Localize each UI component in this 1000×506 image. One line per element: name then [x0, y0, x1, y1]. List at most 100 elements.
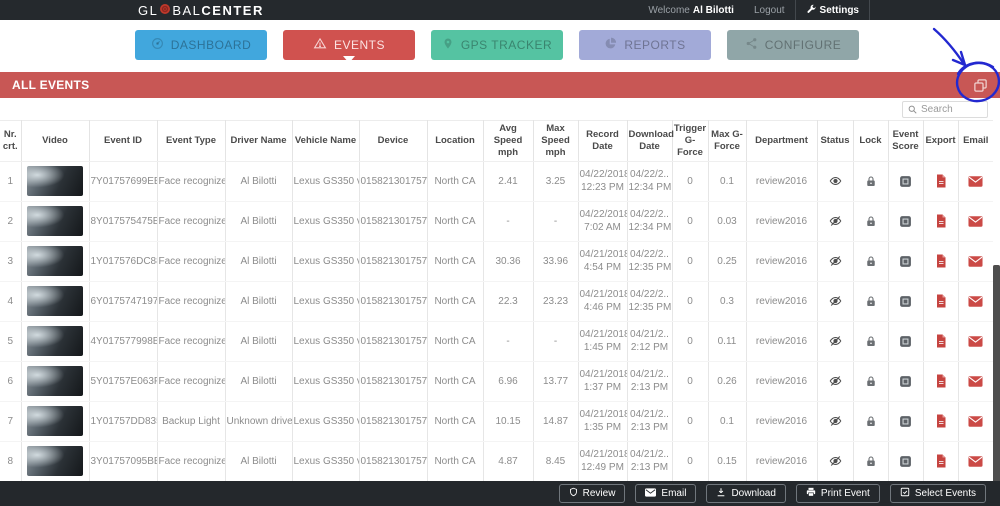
export-pdf-icon[interactable] [935, 454, 947, 468]
column-header: Event Type [157, 120, 226, 162]
lock-icon[interactable] [865, 375, 877, 388]
event-score-icon[interactable] [899, 375, 912, 388]
lock-icon[interactable] [865, 175, 877, 188]
event-score-icon[interactable] [899, 415, 912, 428]
location-cell: North CA [427, 361, 484, 402]
driver-name-cell: Al Bilotti [225, 361, 293, 402]
record-date-cell: 04/21/2018 1:45 PM [578, 321, 628, 362]
video-thumbnail[interactable] [27, 366, 83, 397]
email-icon[interactable] [968, 375, 983, 387]
max-gforce-cell: 0.25 [708, 241, 747, 282]
export-pdf-icon[interactable] [935, 214, 947, 228]
nav-reports-button[interactable]: REPORTS [579, 30, 711, 60]
lock-icon[interactable] [865, 295, 877, 308]
video-thumbnail[interactable] [27, 206, 83, 237]
username: Al Bilotti [692, 4, 734, 16]
vehicle-name-cell: Lexus GS350 v2 [292, 361, 360, 402]
email-button[interactable]: Email [635, 484, 697, 503]
status-hidden-eye-icon[interactable] [828, 335, 843, 347]
event-id-cell: 4Y017577998B [89, 321, 158, 362]
column-header: Department [746, 120, 818, 162]
scrollbar-thumb[interactable] [993, 265, 1000, 506]
export-pdf-icon[interactable] [935, 294, 947, 308]
event-id-cell: 5Y01757E063F [89, 361, 158, 402]
lock-icon[interactable] [865, 415, 877, 428]
email-icon[interactable] [968, 415, 983, 427]
event-id-cell: 1Y017576DC88 [89, 241, 158, 282]
export-pdf-icon[interactable] [935, 414, 947, 428]
trigger-gforce-cell: 0 [672, 321, 709, 362]
email-icon[interactable] [968, 215, 983, 227]
export-cell [923, 161, 959, 202]
export-pdf-icon[interactable] [935, 174, 947, 188]
email-icon[interactable] [968, 335, 983, 347]
device-cell: 015821301757 [359, 401, 428, 442]
nav-configure-button[interactable]: CONFIGURE [727, 30, 859, 60]
event-score-icon[interactable] [899, 335, 912, 348]
nav-gps-tracker-button[interactable]: GPS TRACKER [431, 30, 563, 60]
export-pdf-icon[interactable] [935, 334, 947, 348]
search-input[interactable] [921, 104, 982, 115]
status-visible-eye-icon[interactable] [828, 175, 843, 187]
search-box[interactable] [902, 101, 988, 118]
avg-speed-cell: 30.36 [483, 241, 534, 282]
video-thumbnail[interactable] [27, 286, 83, 317]
topbar-spacer [870, 0, 1000, 20]
device-cell: 015821301757 [359, 161, 428, 202]
download-date-cell: 04/22/2.. 12:34 PM [627, 201, 673, 242]
status-hidden-eye-icon[interactable] [828, 295, 843, 307]
video-thumbnail[interactable] [27, 326, 83, 357]
events-table-container: Nr. crt. Video Event ID Event Type Driver Na… [0, 120, 1000, 506]
lock-icon[interactable] [865, 335, 877, 348]
email-icon[interactable] [968, 175, 983, 187]
status-hidden-eye-icon[interactable] [828, 455, 843, 467]
event-score-icon[interactable] [899, 255, 912, 268]
row-number-cell: 8 [0, 441, 22, 482]
lock-icon[interactable] [865, 215, 877, 228]
status-hidden-eye-icon[interactable] [828, 255, 843, 267]
lock-icon[interactable] [865, 455, 877, 468]
lock-icon[interactable] [865, 255, 877, 268]
event-score-icon[interactable] [899, 175, 912, 188]
status-hidden-eye-icon[interactable] [828, 375, 843, 387]
table-row: 3 1Y017576DC88 Face recognized Al Bilott… [0, 241, 993, 282]
lock-cell [853, 241, 889, 282]
event-score-icon[interactable] [899, 455, 912, 468]
event-score-icon[interactable] [899, 215, 912, 228]
share-nodes-icon [745, 37, 758, 53]
video-thumbnail[interactable] [27, 406, 83, 437]
column-header: Event ID [89, 120, 158, 162]
download-date-cell: 04/22/2.. 12:35 PM [627, 241, 673, 282]
event-score-cell [888, 161, 924, 202]
vertical-scrollbar[interactable] [993, 265, 1000, 506]
export-pdf-icon[interactable] [935, 374, 947, 388]
copy-events-icon[interactable] [973, 78, 988, 93]
status-hidden-eye-icon[interactable] [828, 215, 843, 227]
email-cell [958, 321, 993, 362]
table-row: 2 8Y017575475E Face recognized Al Bilott… [0, 201, 993, 242]
device-cell: 015821301757 [359, 441, 428, 482]
video-thumbnail[interactable] [27, 166, 83, 197]
download-date-cell: 04/21/2.. 2:13 PM [627, 401, 673, 442]
status-hidden-eye-icon[interactable] [828, 415, 843, 427]
event-id-cell: 6Y0175747197 [89, 281, 158, 322]
settings-button[interactable]: Settings [794, 0, 870, 20]
download-button[interactable]: Download [706, 484, 786, 503]
column-header: Location [427, 120, 484, 162]
email-icon[interactable] [968, 455, 983, 467]
event-type-cell: Face recognized [157, 441, 226, 482]
nav-dashboard-button[interactable]: DASHBOARD [135, 30, 267, 60]
review-button[interactable]: Review [558, 484, 626, 503]
video-thumbnail[interactable] [27, 246, 83, 277]
email-icon[interactable] [968, 295, 983, 307]
logout-link[interactable]: Logout [753, 4, 785, 16]
video-thumbnail[interactable] [27, 446, 83, 477]
print-event-button[interactable]: Print Event [795, 484, 880, 503]
warning-triangle-icon [313, 37, 327, 53]
nav-events-button[interactable]: EVENTS [283, 30, 415, 63]
email-icon[interactable] [968, 255, 983, 267]
export-pdf-icon[interactable] [935, 254, 947, 268]
active-tab-notch [343, 56, 355, 63]
event-score-icon[interactable] [899, 295, 912, 308]
select-events-button[interactable]: Select Events [889, 484, 986, 503]
